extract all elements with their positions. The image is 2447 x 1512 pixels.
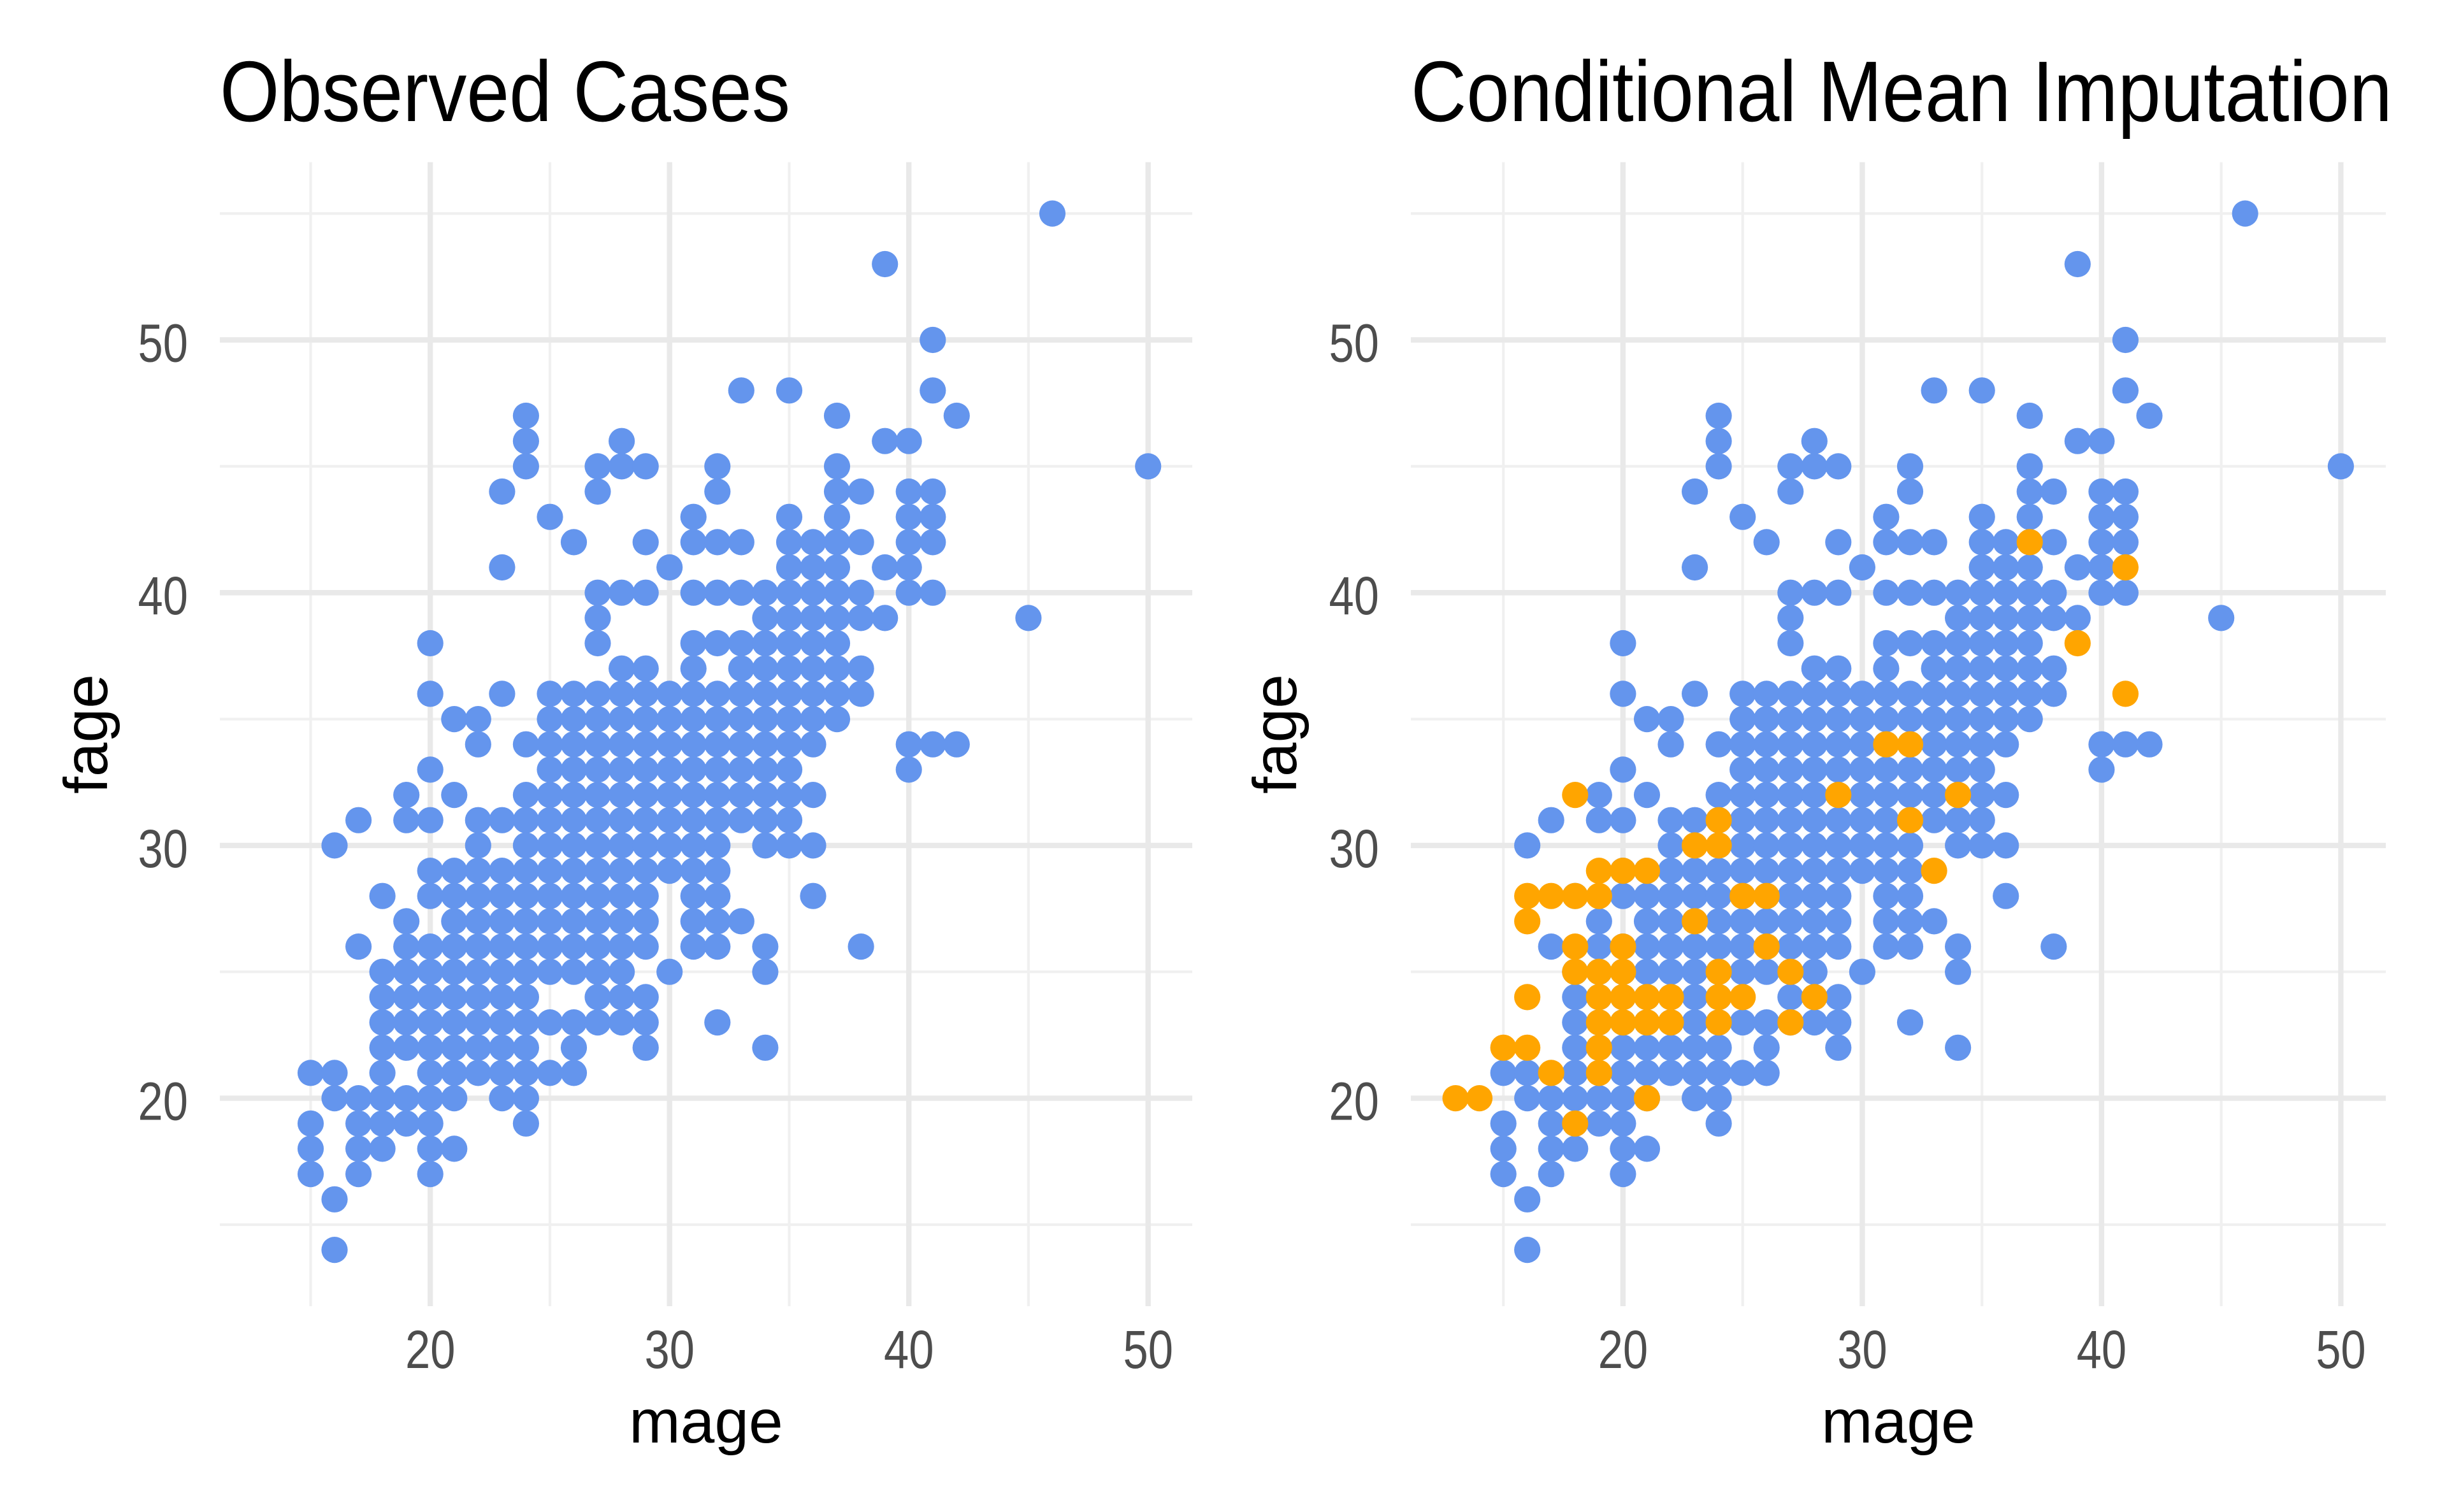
svg-text:50: 50: [2316, 1320, 2366, 1379]
svg-text:20: 20: [1329, 1072, 1380, 1132]
svg-text:30: 30: [645, 1320, 695, 1379]
svg-text:Conditional Mean Imputation: Conditional Mean Imputation: [1411, 43, 2392, 140]
svg-text:fage: fage: [52, 674, 120, 794]
svg-text:30: 30: [138, 819, 189, 879]
svg-text:50: 50: [138, 313, 189, 373]
svg-text:40: 40: [884, 1320, 934, 1379]
svg-text:20: 20: [138, 1072, 189, 1132]
svg-text:50: 50: [1329, 313, 1380, 373]
svg-text:50: 50: [1123, 1320, 1174, 1379]
svg-text:20: 20: [405, 1320, 456, 1379]
svg-text:mage: mage: [629, 1388, 783, 1456]
svg-text:40: 40: [138, 566, 189, 626]
svg-text:40: 40: [1329, 566, 1380, 626]
svg-text:mage: mage: [1821, 1388, 1975, 1456]
svg-text:20: 20: [1598, 1320, 1649, 1379]
svg-text:Observed Cases: Observed Cases: [220, 43, 790, 140]
svg-text:30: 30: [1329, 819, 1380, 879]
svg-text:fage: fage: [1241, 674, 1310, 794]
svg-text:30: 30: [1837, 1320, 1888, 1379]
svg-text:40: 40: [2077, 1320, 2127, 1379]
